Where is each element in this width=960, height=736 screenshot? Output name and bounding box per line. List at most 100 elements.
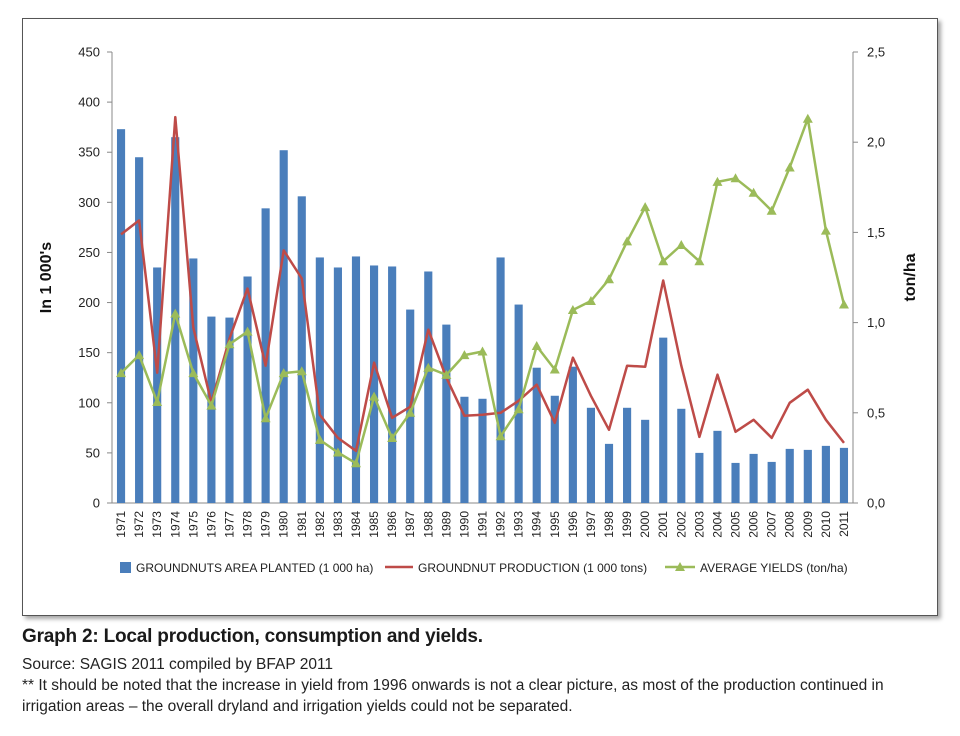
x-tick-label: 1979 xyxy=(259,511,273,538)
marker-average-yields xyxy=(224,339,235,349)
x-tick-label: 1984 xyxy=(349,511,363,538)
bar-area-planted xyxy=(731,462,740,503)
bar-area-planted xyxy=(623,407,632,503)
marker-average-yields xyxy=(640,202,651,212)
marker-average-yields xyxy=(188,368,199,378)
marker-average-yields xyxy=(278,368,289,378)
marker-average-yields xyxy=(766,205,777,215)
legend-swatch-area-planted xyxy=(120,562,131,573)
y-tick-label-left: 450 xyxy=(78,45,100,60)
marker-average-yields xyxy=(350,458,361,468)
bar-area-planted xyxy=(153,267,162,503)
marker-average-yields xyxy=(459,350,470,360)
marker-average-yields xyxy=(730,173,741,183)
marker-average-yields xyxy=(369,391,380,401)
x-tick-label: 2010 xyxy=(819,511,833,538)
y-tick-label-left: 0 xyxy=(93,496,100,511)
x-tick-label: 1980 xyxy=(277,511,291,538)
bar-area-planted xyxy=(803,449,812,503)
y-tick-label-right: 1,5 xyxy=(867,225,885,240)
bar-area-planted xyxy=(207,316,216,503)
bar-area-planted xyxy=(261,208,270,503)
marker-average-yields xyxy=(712,176,723,186)
bar-area-planted xyxy=(713,430,722,503)
x-tick-label: 1998 xyxy=(602,511,616,538)
y-tick-label-right: 0,5 xyxy=(867,405,885,420)
x-tick-label: 2006 xyxy=(747,511,761,538)
marker-average-yields xyxy=(549,364,560,374)
bar-area-planted xyxy=(785,448,794,503)
legend-label-area-planted: GROUNDNUTS AREA PLANTED (1 000 ha) xyxy=(136,561,373,575)
x-tick-label: 1983 xyxy=(331,511,345,538)
bar-area-planted xyxy=(333,267,342,503)
x-tick-label: 1990 xyxy=(457,511,471,538)
marker-average-yields xyxy=(260,413,271,423)
marker-average-yields xyxy=(441,369,452,379)
marker-average-yields xyxy=(838,299,849,309)
bar-area-planted xyxy=(424,271,433,503)
y-tick-label-right: 1,0 xyxy=(867,315,885,330)
marker-average-yields xyxy=(405,407,416,417)
marker-average-yields xyxy=(820,225,831,235)
y-tick-label-left: 400 xyxy=(78,95,100,110)
x-tick-label: 1993 xyxy=(512,511,526,538)
marker-average-yields xyxy=(531,341,542,351)
caption-source: Source: SAGIS 2011 compiled by BFAP 2011 xyxy=(22,656,334,673)
bar-area-planted xyxy=(839,447,849,503)
bar-area-planted xyxy=(225,317,234,503)
bar-area-planted xyxy=(135,157,144,503)
bar-area-planted xyxy=(460,396,469,503)
bar-area-planted xyxy=(677,408,686,503)
x-tick-label: 2000 xyxy=(638,511,652,538)
marker-average-yields xyxy=(170,308,181,318)
x-tick-label: 2005 xyxy=(729,511,743,538)
x-tick-label: 2002 xyxy=(674,511,688,538)
y-tick-label-left: 150 xyxy=(78,345,100,360)
bar-area-planted xyxy=(478,398,487,503)
legend-label-average-yields: AVERAGE YIELDS (ton/ha) xyxy=(700,561,848,575)
x-tick-label: 2003 xyxy=(692,511,706,538)
x-tick-label: 2009 xyxy=(801,511,815,538)
bar-area-planted xyxy=(189,258,198,503)
x-tick-label: 1988 xyxy=(421,511,435,538)
marker-average-yields xyxy=(622,236,633,246)
y-tick-label-left: 350 xyxy=(78,145,100,160)
bar-area-planted xyxy=(297,196,306,503)
bar-area-planted xyxy=(243,276,252,503)
bar-area-planted xyxy=(351,256,361,503)
y-tick-label-right: 2,0 xyxy=(867,135,885,150)
marker-average-yields xyxy=(152,396,163,406)
y-axis-title-right: ton/ha xyxy=(902,253,919,301)
y-tick-label-left: 300 xyxy=(78,195,100,210)
caption-note: ** It should be noted that the increase … xyxy=(22,677,884,715)
y-tick-label-right: 0,0 xyxy=(867,496,885,511)
marker-average-yields xyxy=(658,256,669,266)
x-tick-label: 1994 xyxy=(530,511,544,538)
bar-area-planted xyxy=(604,443,614,503)
marker-average-yields xyxy=(676,240,687,250)
x-tick-label: 1973 xyxy=(150,511,164,538)
x-tick-label: 1974 xyxy=(168,511,182,538)
x-tick-label: 2011 xyxy=(837,511,851,537)
x-tick-label: 1996 xyxy=(566,511,580,538)
x-tick-label: 1997 xyxy=(584,511,598,538)
bar-area-planted xyxy=(749,453,758,503)
x-tick-label: 2008 xyxy=(783,511,797,538)
y-tick-label-left: 50 xyxy=(86,445,100,460)
x-tick-label: 1985 xyxy=(367,511,381,538)
x-tick-label: 1992 xyxy=(494,511,508,538)
x-tick-label: 1981 xyxy=(295,511,309,538)
bar-area-planted xyxy=(767,461,776,503)
bar-area-planted xyxy=(550,395,559,503)
bar-area-planted xyxy=(821,445,830,503)
marker-average-yields xyxy=(495,431,506,441)
x-tick-label: 2007 xyxy=(765,511,779,538)
legend-label-production: GROUNDNUT PRODUCTION (1 000 tons) xyxy=(418,561,647,575)
marker-average-yields xyxy=(784,162,795,172)
bar-area-planted xyxy=(641,419,650,503)
y-tick-label-left: 200 xyxy=(78,295,100,310)
marker-average-yields xyxy=(242,326,253,336)
x-tick-label: 2001 xyxy=(656,511,670,538)
chart-frame: 0 50 100 150 200 250 300 350 400 450 0,0 0,5 1,0 1,5 2… xyxy=(22,18,938,616)
y-tick-label-left: 250 xyxy=(78,245,100,260)
